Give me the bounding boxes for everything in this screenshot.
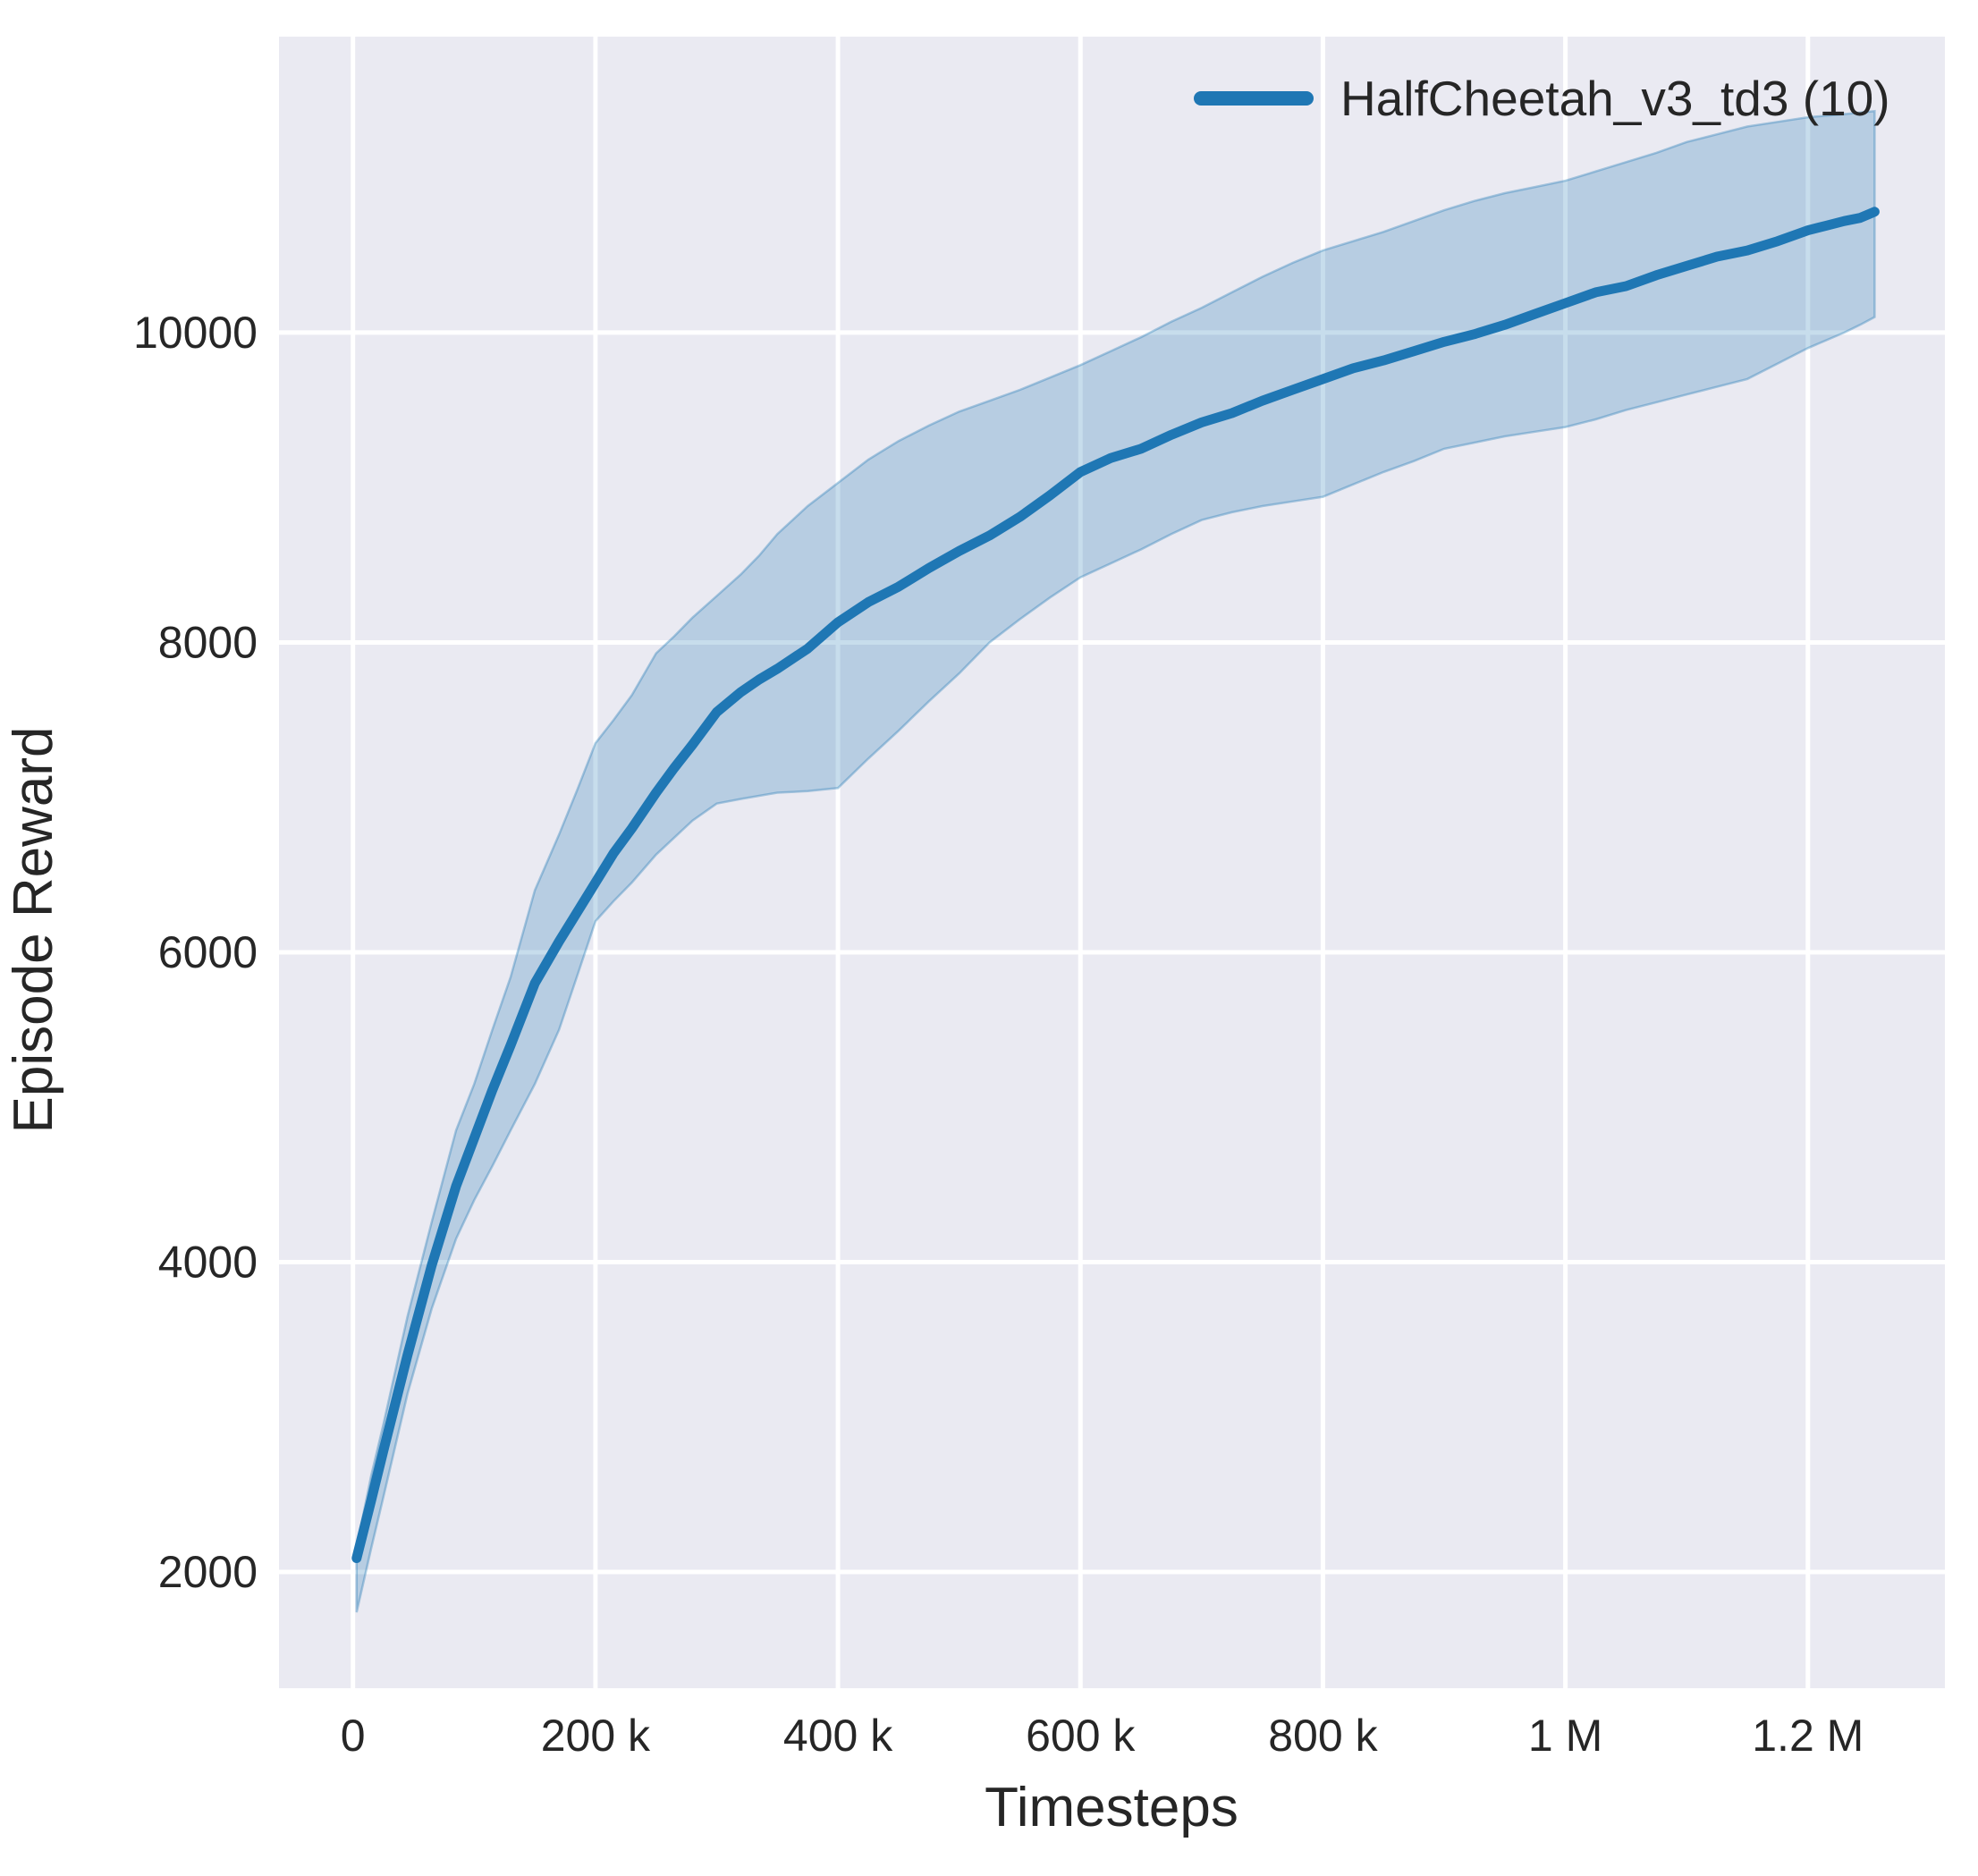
confidence-band <box>355 109 1876 1613</box>
legend: HalfCheetah_v3_td3 (10) <box>1194 71 1890 126</box>
x-tick-label: 800 k <box>1268 1711 1378 1761</box>
x-tick-label: 200 k <box>541 1711 651 1761</box>
y-tick-label: 4000 <box>158 1238 258 1288</box>
x-axis-label: Timesteps <box>985 1777 1238 1838</box>
plot-area <box>279 37 1945 1688</box>
x-tick-label: 1.2 M <box>1752 1711 1864 1761</box>
y-tick-label: 2000 <box>158 1547 258 1597</box>
y-tick-labels: 2000 4000 6000 8000 10000 <box>133 308 258 1597</box>
y-axis-label: Episode Reward <box>3 727 64 1134</box>
x-tick-label: 1 M <box>1528 1711 1602 1761</box>
legend-label: HalfCheetah_v3_td3 (10) <box>1340 71 1890 126</box>
x-tick-label: 400 k <box>783 1711 893 1761</box>
series-line <box>351 207 1880 1563</box>
x-tick-label: 0 <box>341 1711 366 1761</box>
y-tick-label: 10000 <box>133 308 258 358</box>
x-tick-labels: 0 200 k 400 k 600 k 800 k 1 M 1.2 M <box>341 1711 1864 1761</box>
x-tick-label: 600 k <box>1026 1711 1136 1761</box>
y-tick-label: 6000 <box>158 927 258 977</box>
y-tick-label: 8000 <box>158 617 258 667</box>
gridlines <box>279 37 1945 1688</box>
